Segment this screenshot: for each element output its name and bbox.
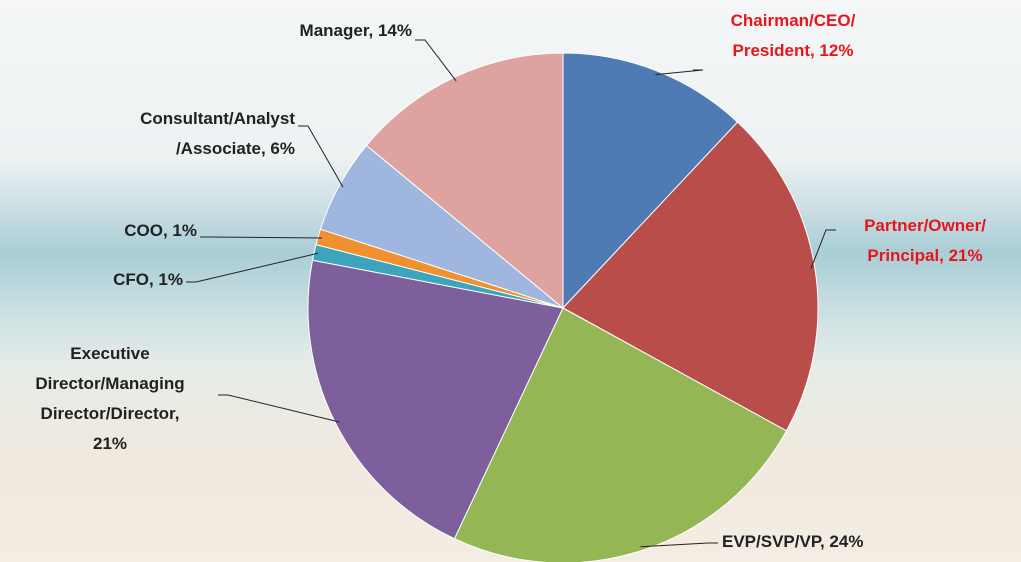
data-label-line: Partner/Owner/ [864, 216, 986, 235]
data-label: Partner/Owner/Principal, 21% [864, 216, 986, 265]
data-label-line: CFO, 1% [113, 270, 183, 289]
data-label: Chairman/CEO/President, 12% [731, 11, 856, 60]
leader-line [200, 237, 322, 238]
data-label-line: /Associate, 6% [176, 139, 295, 158]
data-label: Consultant/Analyst/Associate, 6% [140, 109, 295, 158]
data-label-line: Executive [70, 344, 149, 363]
data-label: Manager, 14% [300, 21, 412, 40]
data-label: COO, 1% [124, 221, 197, 240]
leader-line [655, 70, 703, 75]
data-label: CFO, 1% [113, 270, 183, 289]
data-label-line: Principal, 21% [867, 246, 982, 265]
data-label: Executive Director/Managing Director/Direc… [35, 344, 184, 453]
chart: Chairman/CEO/President, 12% Partner/Owner… [0, 0, 1021, 562]
leader-line [415, 40, 456, 81]
data-label-line: President, 12% [733, 41, 854, 60]
data-label: EVP/SVP/VP, 24% [722, 532, 863, 551]
data-label-line: Chairman/CEO/ [731, 11, 856, 30]
data-label-line: Consultant/Analyst [140, 109, 295, 128]
data-label-line: Manager, 14% [300, 21, 412, 40]
data-label-line: Director/Managing [35, 374, 184, 393]
data-label-line: COO, 1% [124, 221, 197, 240]
data-label-line: 21% [93, 434, 127, 453]
data-label-line: Director/Director, [41, 404, 180, 423]
leader-line [218, 395, 339, 422]
data-label-line: EVP/SVP/VP, 24% [722, 532, 863, 551]
leader-line [186, 253, 318, 282]
leader-line [811, 230, 836, 269]
leader-line [298, 126, 343, 187]
